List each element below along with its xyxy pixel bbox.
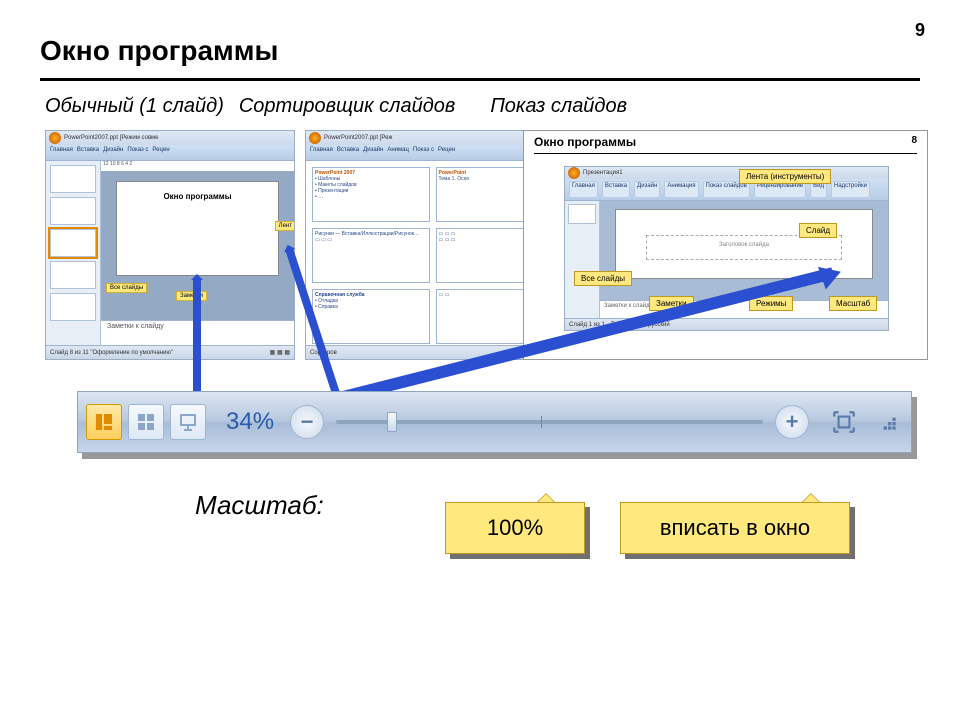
callout-all-slides: Все слайды <box>106 283 147 293</box>
view-slideshow-button[interactable] <box>170 404 206 440</box>
view-labels: Обычный (1 слайд) Сортировщик слайдов По… <box>45 95 627 118</box>
ruler: 12 10 8 6 4 2 <box>101 161 294 171</box>
inner-thumbs <box>565 201 600 318</box>
mini-sorter-ribbon: Главная Вставка Дизайн Анимац Показ с Ре… <box>306 145 559 161</box>
title-placeholder: Заголовок слайда <box>646 235 842 260</box>
tab: Дизайн <box>634 181 660 198</box>
tab: Вставка <box>337 147 359 158</box>
callout-all-slides: Все слайды <box>574 271 632 286</box>
inner-titlebar: Презентация1 <box>565 167 888 179</box>
mini-sorter-title-text: PowerPoint2007.ppt [Реж <box>324 135 392 141</box>
thumb <box>50 165 96 193</box>
thumb <box>50 261 96 289</box>
callout-100-percent: 100% <box>445 502 585 554</box>
qat: Презентация1 <box>583 170 623 176</box>
sorter-slide: Справочная служба • Отладка• Справка <box>312 289 430 344</box>
mini-normal-title-text: PowerPoint2007.ppt [Режим совме <box>64 135 159 141</box>
tab: Главная <box>310 147 333 158</box>
slide-thumbnails-pane <box>46 161 101 345</box>
label-sorter-view: Сортировщик слайдов <box>239 95 455 118</box>
zoom-status-bar: 34% − + <box>77 391 912 453</box>
scale-label: Масштаб: <box>195 490 324 521</box>
thumb <box>50 293 96 321</box>
fit-to-window-button[interactable] <box>829 407 859 437</box>
tab: Рецен <box>438 147 455 158</box>
status-text: Слайд 8 из 11 "Оформление по умолчанию" <box>50 350 173 356</box>
callout-lenta: Лент <box>275 221 295 231</box>
office-button-icon <box>49 132 61 144</box>
sorter-slide: PowerPoint 2007 • Шаблоны• Макеты слайдо… <box>312 167 430 222</box>
mini-slideshow-view: Окно программы 8 Презентация1 Главная Вс… <box>523 130 928 360</box>
zoom-slider-center-tick <box>541 416 542 428</box>
tab: Рецен <box>152 147 169 158</box>
tab: Дизайн <box>363 147 383 158</box>
tab: Надстройки <box>831 181 870 198</box>
page-title: Окно программы <box>40 35 278 67</box>
callout-fit-tail <box>801 484 821 504</box>
normal-view-icon <box>94 412 114 432</box>
tab: Главная <box>50 147 73 158</box>
title-underline <box>40 78 920 81</box>
current-slide: Окно программы <box>116 181 279 276</box>
inner-slide-page: 8 <box>911 135 917 146</box>
inner-ribbon: Главная Вставка Дизайн Анимация Показ сл… <box>565 179 888 201</box>
tab: Дизайн <box>103 147 123 158</box>
mini-normal-body: 12 10 8 6 4 2 Окно программы Лент Все сл… <box>46 161 294 345</box>
office-button-icon <box>568 167 580 179</box>
inner-underline <box>534 153 917 154</box>
zoom-slider-thumb[interactable] <box>387 412 397 432</box>
tab: Анимация <box>664 181 698 198</box>
mini-normal-statusbar: Слайд 8 из 11 "Оформление по умолчанию" … <box>46 345 294 359</box>
slideshow-icon <box>178 412 198 432</box>
label-normal-view: Обычный (1 слайд) <box>45 95 224 118</box>
callout-fit-window: вписать в окно <box>620 502 850 554</box>
zoom-slider-track[interactable] <box>336 420 763 424</box>
sorter-view-icon <box>136 412 156 432</box>
view-sorter-button[interactable] <box>128 404 164 440</box>
callout-scale: Масштаб <box>829 296 877 311</box>
page-number: 9 <box>915 20 925 41</box>
tab: Вставка <box>602 181 630 198</box>
tab: Главная <box>569 181 598 198</box>
mini-normal-ribbon: Главная Вставка Дизайн Показ с Рецен <box>46 145 294 161</box>
callout-ribbon: Лента (инструменты) <box>739 169 831 184</box>
sorter-grid: PowerPoint 2007 • Шаблоны• Макеты слайдо… <box>306 161 559 345</box>
office-button-icon <box>309 132 321 144</box>
thumb <box>568 204 596 224</box>
mini-windows-row: PowerPoint2007.ppt [Режим совме Главная … <box>45 130 925 375</box>
tab: Показ с <box>413 147 434 158</box>
callout-slide: Слайд <box>799 223 837 238</box>
tab: Вставка <box>77 147 99 158</box>
zoom-in-button[interactable]: + <box>775 405 809 439</box>
resize-grip-icon <box>873 407 903 437</box>
inner-slide-title: Окно программы <box>534 135 636 149</box>
label-slideshow-view: Показ слайдов <box>490 95 627 118</box>
callout-notes: Заметки <box>176 291 207 301</box>
thumb-active <box>50 229 96 257</box>
mini-normal-view: PowerPoint2007.ppt [Режим совме Главная … <box>45 130 295 360</box>
fit-window-icon <box>831 409 857 435</box>
zoom-percent-label[interactable]: 34% <box>226 408 274 436</box>
zoom-out-button[interactable]: − <box>290 405 324 439</box>
tab: Показ с <box>127 147 148 158</box>
mini-normal-titlebar: PowerPoint2007.ppt [Режим совме <box>46 131 294 145</box>
sorter-slide: Рисунки — Вставка/Иллюстрации/Рисунок…▭ … <box>312 228 430 283</box>
tab: Анимац <box>387 147 409 158</box>
view-normal-button[interactable] <box>86 404 122 440</box>
callout-100-tail <box>536 484 556 504</box>
mini-sorter-view: PowerPoint2007.ppt [Реж Главная Вставка … <box>305 130 560 360</box>
mini-sorter-titlebar: PowerPoint2007.ppt [Реж <box>306 131 559 145</box>
thumb <box>50 197 96 225</box>
